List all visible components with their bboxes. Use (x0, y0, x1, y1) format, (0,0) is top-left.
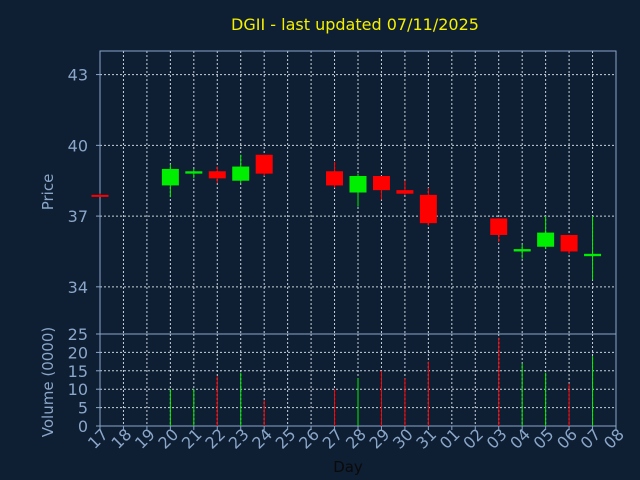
candles (91, 154, 602, 280)
volume-tick-label: 15 (68, 362, 88, 381)
price-tick-label: 34 (68, 278, 88, 297)
volume-tick-label: 25 (68, 325, 88, 344)
candle-body (513, 249, 531, 252)
volume-tick-label: 10 (68, 380, 88, 399)
price-tick-label: 37 (68, 207, 88, 226)
volume-tick-label: 5 (78, 399, 88, 418)
candle-body (537, 232, 555, 247)
volume-tick-label: 0 (78, 417, 88, 436)
candle-body (255, 154, 273, 174)
x-tick-label: 08 (600, 425, 628, 453)
candle-body (326, 171, 344, 186)
candle-body (161, 168, 179, 186)
price-axis-label: Price (39, 174, 57, 211)
x-axis: 1718192021222324252627282930310102030405… (84, 425, 628, 453)
candle-body (490, 218, 508, 235)
candle-body (232, 166, 250, 181)
price-tick-label: 40 (68, 136, 88, 155)
volume-bars (169, 337, 594, 426)
x-axis-label: Day (333, 458, 363, 476)
candle-body (560, 234, 578, 252)
candle-body (396, 190, 414, 194)
volume-axis-label: Volume (0000) (39, 327, 57, 437)
candle-body (349, 175, 367, 193)
candle-body (372, 175, 390, 191)
price-tick-label: 43 (68, 66, 88, 85)
price-axis: 34 37 40 43 (68, 50, 617, 335)
candle-body (208, 171, 226, 179)
candle-body (185, 171, 203, 174)
volume-tick-label: 20 (68, 343, 88, 362)
chart-title: DGII - last updated 07/11/2025 (231, 15, 479, 34)
candle-body (584, 253, 602, 257)
candle-body (91, 194, 109, 197)
candle-body (419, 194, 437, 224)
